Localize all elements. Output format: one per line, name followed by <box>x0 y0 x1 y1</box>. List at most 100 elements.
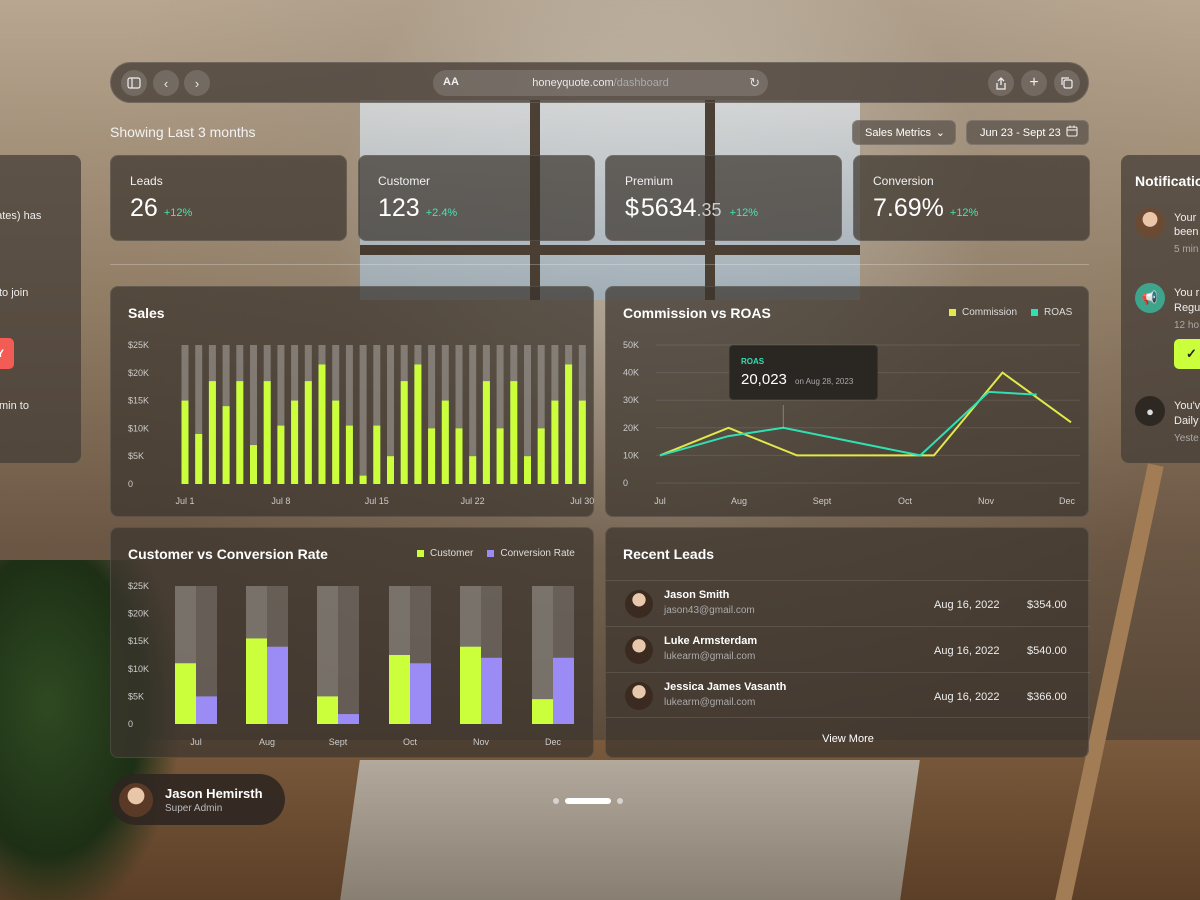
page-dot[interactable] <box>553 798 559 804</box>
notification-text: You'v <box>1174 400 1200 412</box>
x-tick-label: Oct <box>403 737 418 747</box>
page-dot-active[interactable] <box>565 798 611 804</box>
currency-symbol: $ <box>625 194 639 222</box>
sales-bar <box>510 381 518 484</box>
stat-delta: +2.4% <box>425 207 458 219</box>
sales-chart-panel: Sales $25K $20K $15K $10K $5K 0 Jul 1 Jul 8 Jul … <box>110 286 594 517</box>
metric-dropdown[interactable]: Sales Metrics ⌄ <box>852 120 956 145</box>
sales-bar-background <box>428 345 436 484</box>
stat-card-leads: Leads 26 +12% <box>110 155 347 241</box>
notifications-panel: Notifications Your been 5 min 📢 You r Re… <box>1121 155 1200 463</box>
table-row[interactable]: Jason Smith jason43@gmail.com Aug 16, 20… <box>606 580 1090 626</box>
chevron-down-icon: ⌄ <box>935 127 945 139</box>
x-tick-label: Jul 15 <box>365 496 389 506</box>
sales-bar <box>565 364 573 484</box>
tooltip-value: 20,023 <box>741 371 787 388</box>
forward-icon[interactable]: › <box>184 70 210 96</box>
notification-text: Daily <box>1174 415 1199 427</box>
tabs-overview-icon[interactable] <box>1054 70 1080 96</box>
x-tick-label: Jul 30 <box>570 496 594 506</box>
sales-chart: $25K $20K $15K $10K $5K 0 Jul 1 Jul 8 Jul 15 Jul … <box>128 340 594 506</box>
background-rug <box>340 760 920 900</box>
y-tick-label: 0 <box>623 478 628 488</box>
lead-email: lukearm@gmail.com <box>664 651 756 662</box>
conversion-rate-bar <box>196 696 217 724</box>
page-indicator[interactable] <box>553 798 623 804</box>
customer-bar <box>246 638 267 724</box>
x-tick-label: Jul 8 <box>271 496 290 506</box>
sales-bar-background <box>195 345 203 484</box>
sales-bar-background <box>250 345 257 484</box>
left-panel-text-1: dates) has <box>0 210 42 222</box>
sales-bar <box>496 428 504 484</box>
sales-bar-background <box>524 345 531 484</box>
date-range-label: Jun 23 - Sept 23 <box>980 126 1061 139</box>
stat-label: Customer <box>378 174 431 188</box>
sales-bar <box>524 456 531 484</box>
sales-bar <box>250 445 257 484</box>
stat-card-premium: Premium $5634.35 +12% <box>605 155 842 241</box>
sales-bar <box>482 381 490 484</box>
x-tick-label: Jul <box>190 737 202 747</box>
sidebar-toggle-icon[interactable] <box>121 70 147 96</box>
megaphone-icon: 📢 <box>1135 283 1165 313</box>
back-icon[interactable]: ‹ <box>153 70 179 96</box>
date-range-picker[interactable]: Jun 23 - Sept 23 <box>966 120 1089 145</box>
conversion-rate-bar <box>267 646 288 724</box>
user-profile[interactable]: Jason Hemirsth Super Admin <box>110 774 285 825</box>
conversion-bar-background <box>196 586 217 724</box>
conversion-rate-bar <box>481 657 502 724</box>
customer-bar-background <box>532 586 553 724</box>
tooltip-series: ROAS <box>741 357 765 366</box>
reload-icon[interactable]: ↻ <box>749 75 760 90</box>
x-tick-label: Dec <box>1059 496 1076 506</box>
recent-leads-title: Recent Leads <box>623 546 715 562</box>
profile-role: Super Admin <box>165 803 223 814</box>
share-icon[interactable] <box>988 70 1014 96</box>
sales-bar-background <box>373 345 381 484</box>
table-row[interactable]: Jessica James Vasanth lukearm@gmail.com … <box>606 672 1090 718</box>
sales-bar-background <box>359 345 367 484</box>
commission-roas-title: Commission vs ROAS <box>623 305 771 321</box>
x-tick-label: Aug <box>259 737 275 747</box>
y-tick-label: $10K <box>128 423 149 433</box>
notifications-title: Notifications <box>1135 173 1200 189</box>
y-tick-label: $25K <box>128 581 149 591</box>
reader-aa-button[interactable]: AA <box>443 76 459 88</box>
new-tab-icon[interactable]: + <box>1021 70 1047 96</box>
stat-delta: +12% <box>949 207 979 219</box>
commission-roas-panel: Commission vs ROAS Commission ROAS 50K 40… <box>605 286 1089 517</box>
sales-bar-background <box>455 345 463 484</box>
sales-bar <box>332 400 340 484</box>
check-button[interactable]: ✓ <box>1174 339 1200 369</box>
conversion-bar-background <box>338 586 359 724</box>
sales-bar <box>551 400 559 484</box>
conversion-rate-bar <box>410 663 431 724</box>
stat-label: Conversion <box>873 174 934 188</box>
sales-bar <box>345 425 353 484</box>
sales-bar-background <box>469 345 477 484</box>
view-more-link[interactable]: View More <box>822 733 874 745</box>
avatar <box>625 590 653 618</box>
sales-bar <box>318 364 326 484</box>
y-tick-label: 0 <box>128 479 133 489</box>
lead-name: Luke Armsterdam <box>664 635 758 647</box>
table-row[interactable]: Luke Armsterdam lukearm@gmail.com Aug 16… <box>606 626 1090 672</box>
x-tick-label: Oct <box>898 496 913 506</box>
customer-bar <box>460 646 481 724</box>
sales-bar <box>236 381 244 484</box>
x-tick-label: Sept <box>329 737 348 747</box>
y-tick-label: 10K <box>623 450 639 460</box>
address-bar[interactable]: AA honeyquote.com/dashboard ↻ <box>433 70 768 96</box>
sales-bar <box>469 456 477 484</box>
left-panel-button[interactable]: NY <box>0 338 14 369</box>
sales-bar <box>222 406 230 484</box>
notification-text: Regu <box>1174 302 1200 314</box>
stat-delta: +12% <box>163 207 193 219</box>
commission-roas-legend: Commission ROAS <box>949 307 1072 318</box>
left-side-panel: dates) has to join NY min to <box>0 155 81 463</box>
sales-bar <box>195 433 203 484</box>
page-dot[interactable] <box>617 798 623 804</box>
commission-roas-chart: 50K 40K 30K 20K 10K 0 Jul Aug Sept Oct Nov Dec <box>623 340 1080 506</box>
y-tick-label: 30K <box>623 395 639 405</box>
